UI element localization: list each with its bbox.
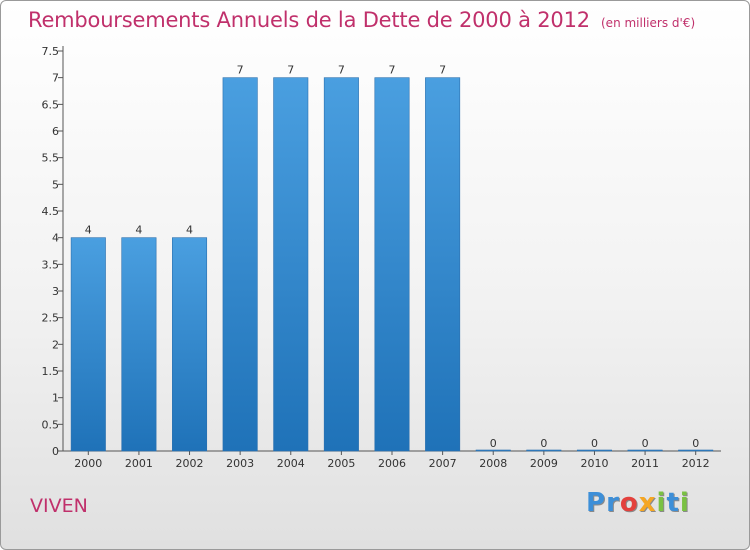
bar-2004	[273, 77, 309, 452]
logo-letter: x	[638, 488, 657, 518]
bar-2009	[526, 449, 562, 452]
bar-2010	[576, 449, 612, 452]
data-label: 4	[85, 224, 92, 237]
y-tick-label: 3	[52, 285, 59, 298]
bar-2011	[627, 449, 663, 452]
x-tick-label: 2002	[176, 457, 204, 470]
logo-letter: o	[619, 488, 639, 518]
y-tick-label: 0	[52, 445, 59, 458]
x-tick-label: 2000	[74, 457, 102, 470]
logo-letter: i	[679, 488, 690, 518]
y-tick-label: 6	[52, 125, 59, 138]
data-label: 0	[692, 437, 699, 450]
x-axis: 2000 2001 2002 2003 2004 2005 2006 2007 2008 2009…	[63, 450, 721, 470]
x-tick-label: 2009	[530, 457, 558, 470]
x-tick-label: 2004	[277, 457, 305, 470]
bar-2005	[323, 77, 359, 452]
data-labels: 4 4 4 7 7 7 7 7 0 0 0 0 0	[85, 64, 699, 450]
data-label: 0	[642, 437, 649, 450]
y-tick-label: 3.5	[42, 258, 60, 271]
title-row: Remboursements Annuels de la Dette de 20…	[28, 8, 695, 32]
chart-subtitle: (en milliers d'€)	[601, 16, 696, 30]
bar-2001	[121, 237, 157, 452]
proxiti-logo[interactable]: Proxiti	[586, 488, 690, 518]
data-label: 7	[439, 64, 446, 77]
bar-2007	[425, 77, 461, 452]
logo-letter: P	[586, 488, 607, 518]
y-tick-label: 4.5	[42, 205, 60, 218]
x-tick-label: 2011	[631, 457, 659, 470]
commune-name: VIVEN	[30, 495, 88, 517]
x-tick-label: 2008	[479, 457, 507, 470]
bar-2008	[475, 449, 511, 452]
data-label: 7	[287, 64, 294, 77]
chart-title: Remboursements Annuels de la Dette de 20…	[28, 8, 590, 32]
y-tick-label: 7	[52, 72, 59, 85]
y-tick-label: 0.5	[42, 418, 60, 431]
y-tick-label: 6.5	[42, 98, 60, 111]
y-tick-label: 5	[52, 178, 59, 191]
bar-2006	[374, 77, 410, 452]
data-label: 4	[186, 224, 193, 237]
y-tick-label: 4	[52, 232, 59, 245]
bars	[70, 77, 714, 452]
bar-2000	[70, 237, 106, 452]
data-label: 7	[237, 64, 244, 77]
x-tick-label: 2001	[125, 457, 153, 470]
logo-letter: t	[666, 488, 680, 518]
x-tick-label: 2003	[226, 457, 254, 470]
y-tick-label: 1	[52, 392, 59, 405]
y-tick-label: 1.5	[42, 365, 60, 378]
data-label: 7	[389, 64, 396, 77]
bar-2012	[678, 449, 714, 452]
data-label: 0	[490, 437, 497, 450]
y-axis: 0 0.5 1 1.5 2 2.5 3 3.5 4 4.5 5 5.5 6 6.5 7 7.5	[42, 45, 64, 458]
y-tick-label: 2.5	[42, 312, 60, 325]
x-tick-label: 2007	[429, 457, 457, 470]
x-tick-label: 2010	[580, 457, 608, 470]
y-tick-label: 2	[52, 338, 59, 351]
x-tick-label: 2005	[327, 457, 355, 470]
bar-2002	[172, 237, 208, 452]
y-tick-label: 7.5	[42, 45, 60, 58]
x-tick-label: 2006	[378, 457, 406, 470]
data-label: 0	[591, 437, 598, 450]
y-tick-label: 5.5	[42, 152, 60, 165]
logo-letter: i	[656, 488, 667, 518]
x-tick-label: 2012	[682, 457, 710, 470]
data-label: 0	[540, 437, 547, 450]
bar-2003	[222, 77, 258, 452]
data-label: 7	[338, 64, 345, 77]
data-label: 4	[135, 224, 142, 237]
logo-letter: r	[606, 488, 620, 518]
